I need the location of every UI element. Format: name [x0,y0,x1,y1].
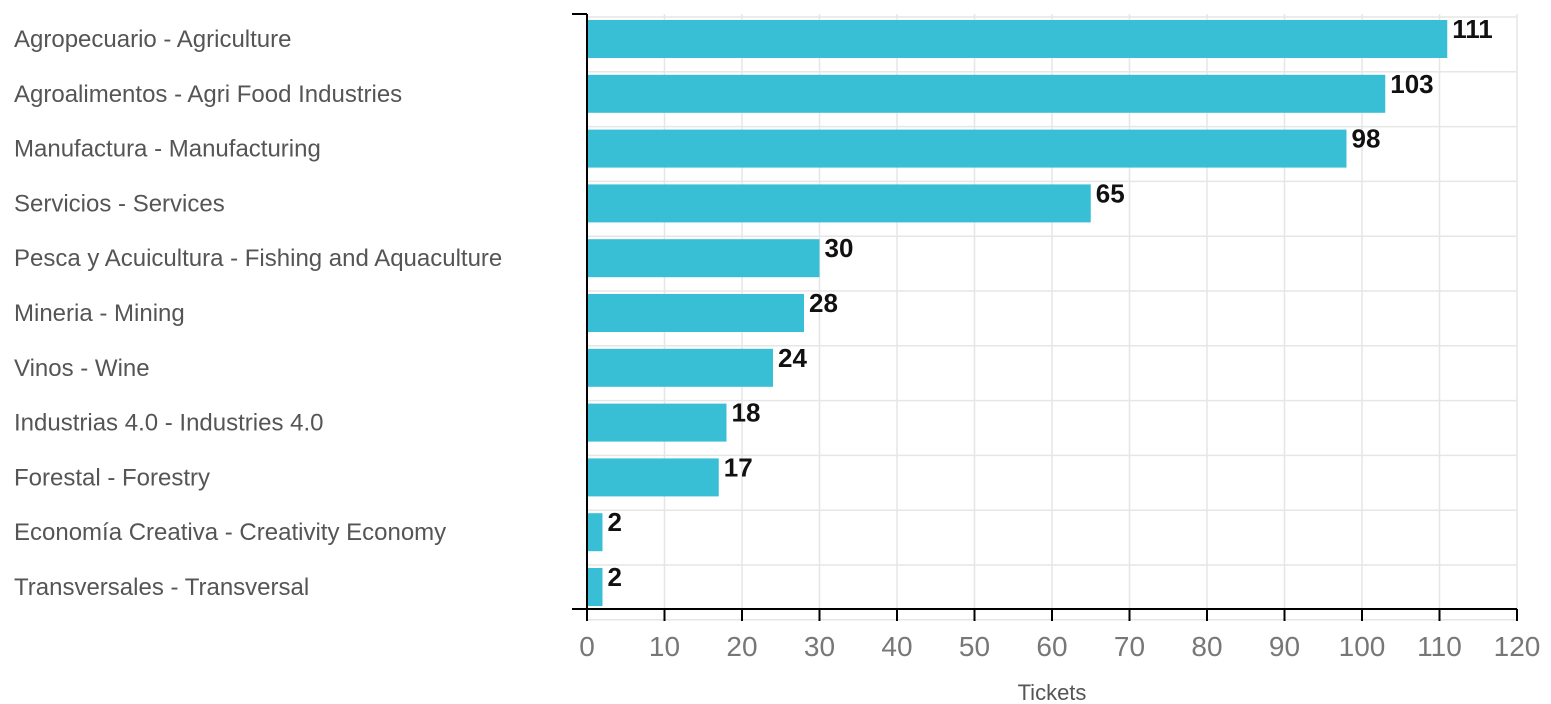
bar [587,239,820,278]
category-label: Agroalimentos - Agri Food Industries [14,81,402,108]
data-label: 18 [732,398,761,428]
data-label: 17 [724,452,753,482]
bar [587,129,1347,168]
category-label: Forestal - Forestry [14,464,210,491]
data-label: 2 [608,562,622,592]
x-tick-label: 120 [1494,631,1541,662]
bar [587,513,603,552]
data-label: 65 [1096,178,1125,208]
bars [587,20,1448,606]
category-label: Vinos - Wine [14,355,150,382]
bar [587,294,804,332]
bar [587,348,773,387]
category-label: Industrias 4.0 - Industries 4.0 [14,410,324,437]
category-label: Pesca y Acuicultura - Fishing and Aquacu… [14,245,502,272]
category-label: Servicios - Services [14,190,225,217]
grid-lines [587,14,1518,621]
bar [587,20,1448,58]
data-label: 28 [809,288,838,318]
x-tick-label: 40 [881,631,912,662]
x-tick-label: 50 [959,631,990,662]
x-tick-label: 70 [1114,631,1145,662]
bar [587,74,1386,113]
x-tick-label: 80 [1191,631,1222,662]
bar [587,568,603,606]
data-label: 103 [1390,69,1433,99]
data-label: 24 [778,343,807,373]
x-tick-label: 90 [1269,631,1300,662]
x-tick-label: 100 [1339,631,1386,662]
data-label: 98 [1352,124,1381,154]
x-tick-label: 60 [1036,631,1067,662]
x-tick-label: 10 [649,631,680,662]
axes [572,13,1518,621]
data-label: 111 [1452,14,1493,44]
category-label: Mineria - Mining [14,300,185,327]
x-tick-label: 20 [726,631,757,662]
x-tick-label: 0 [579,631,595,662]
bar [587,184,1091,223]
bar [587,403,727,442]
x-tick-label: 30 [804,631,835,662]
data-label: 2 [608,507,622,537]
category-label: Agropecuario - Agriculture [14,26,291,53]
category-label: Economía Creativa - Creativity Economy [14,519,446,546]
data-label: 30 [825,233,854,263]
x-tick-label: 110 [1417,631,1462,662]
x-axis-title: Tickets [1018,680,1087,704]
x-tick-labels: 0 10 20 30 40 50 60 70 80 90 100 110 120 [579,631,1540,662]
category-label: Manufactura - Manufacturing [14,136,321,163]
category-labels: Agropecuario - Agriculture Agroalimentos … [14,26,502,601]
bar [587,458,719,497]
category-label: Transversales - Transversal [14,574,309,601]
